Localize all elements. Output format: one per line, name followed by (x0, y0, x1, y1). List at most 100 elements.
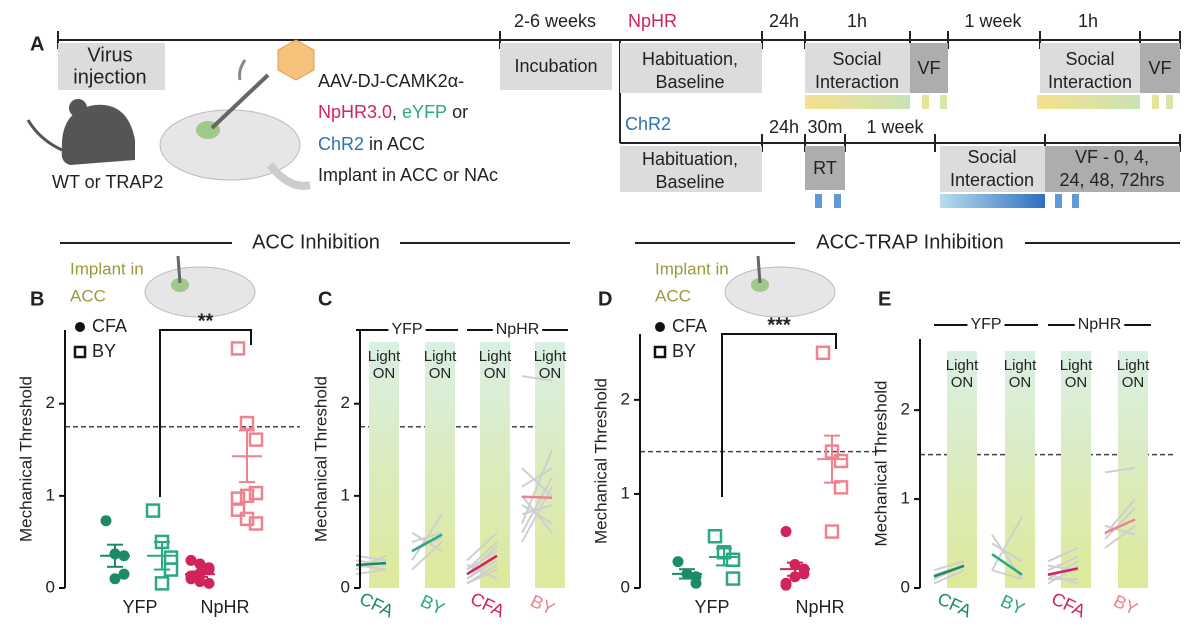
subject-line (411, 531, 443, 543)
subject-line (1047, 547, 1079, 563)
subject-line (1104, 524, 1136, 549)
duration-label: 24h (769, 11, 799, 31)
data-point (833, 453, 849, 469)
band-label: Light (368, 348, 401, 365)
subject-line (411, 541, 443, 571)
band-label: ON (373, 365, 396, 382)
x-tick-label: CFA (934, 588, 974, 621)
data-point (100, 515, 112, 527)
step-label: VF (1148, 58, 1171, 78)
band-label: Light (946, 357, 979, 374)
legend-marker (75, 322, 85, 332)
light-band (369, 342, 399, 588)
band-label: ON (539, 365, 562, 382)
opsin: NpHR3.0 (318, 102, 392, 122)
data-point (145, 503, 161, 518)
band-label: ON (951, 374, 974, 391)
step-box (620, 146, 762, 192)
light-bars (815, 194, 1079, 208)
data-point (672, 556, 684, 568)
construct-text: AAV-DJ-CAMK2α- (318, 71, 464, 91)
x-tick-label: CFA (467, 588, 507, 621)
light-band (1005, 351, 1035, 588)
data-point (194, 576, 206, 588)
band-label: Light (479, 348, 512, 365)
light-bars (805, 95, 1173, 109)
subject-line (521, 504, 553, 516)
subject-line (466, 541, 498, 571)
band-label: Light (1004, 357, 1037, 374)
data-point (248, 485, 264, 501)
mean-line (1047, 567, 1079, 576)
panel-label: D (598, 288, 612, 310)
subject-line (991, 569, 1023, 581)
significance-bracket (721, 333, 837, 497)
subject-line (466, 564, 498, 580)
duration-label: 24h (769, 117, 799, 137)
subject-line (1047, 555, 1079, 572)
x-tick-label: NpHR (200, 597, 249, 617)
y-axis-label: Mechanical Threshold (311, 376, 330, 542)
y-tick-label: 1 (901, 489, 910, 508)
legend-marker (655, 322, 665, 332)
subject-line (466, 545, 498, 575)
data-point (248, 516, 264, 531)
y-tick-label: 0 (46, 577, 55, 596)
data-point (248, 432, 264, 447)
section-title: ACC-TRAP Inhibition (816, 231, 1003, 253)
step-label: Habituation, (642, 49, 738, 69)
data-point (239, 415, 255, 431)
step-label: Baseline (655, 172, 724, 192)
light-band (947, 351, 977, 588)
mice-label: WT or TRAP2 (52, 172, 163, 192)
construct-text: in ACC (369, 134, 425, 154)
duration-label: 1h (847, 11, 867, 31)
light-band (425, 342, 455, 588)
y-tick-label: 2 (341, 393, 350, 412)
data-point (230, 341, 246, 356)
y-axis-label: Mechanical Threshold (591, 378, 610, 544)
step-box (620, 43, 762, 93)
band-label: Light (424, 348, 457, 365)
step-box (1040, 43, 1140, 93)
band-label: Light (1117, 357, 1150, 374)
legend-marker (73, 345, 87, 359)
step-label: Social (1065, 49, 1114, 69)
subject-line (521, 467, 553, 488)
data-point (690, 577, 702, 589)
duration-label: 1 week (866, 117, 924, 137)
step-label: Incubation (514, 56, 597, 76)
annotation: ACC (70, 286, 106, 305)
y-tick-label: 1 (621, 483, 630, 502)
subject-line (521, 486, 553, 543)
significance-label: ** (198, 310, 214, 332)
data-point (185, 554, 197, 566)
legend-label: CFA (92, 316, 127, 336)
x-tick-label: NpHR (795, 597, 844, 617)
brain-icon (144, 255, 256, 318)
significance-bracket (159, 329, 252, 497)
opsin: eYFP (402, 102, 447, 122)
row-label: ChR2 (625, 114, 671, 134)
group-label: YFP (391, 321, 422, 338)
legend-label: BY (92, 341, 116, 361)
step-label: VF - 0, 4, (1075, 147, 1149, 167)
data-point (239, 488, 255, 504)
subject-line (521, 467, 553, 497)
data-point (154, 576, 170, 591)
x-tick-label: YFP (122, 597, 157, 617)
step-box (805, 43, 910, 93)
duration-label: 1h (1078, 11, 1098, 31)
step-box (1045, 146, 1180, 192)
step-label: RT (813, 158, 837, 178)
mean-line (933, 564, 965, 578)
brain-icon (159, 39, 315, 190)
step-label: Interaction (1048, 72, 1132, 92)
x-tick-label: BY (417, 591, 447, 619)
step-label: Interaction (815, 72, 899, 92)
step-box (910, 43, 948, 93)
legend-label: CFA (672, 316, 707, 336)
y-tick-label: 0 (621, 577, 630, 596)
subject-line (933, 569, 965, 585)
opsin: ChR2 (318, 134, 364, 154)
